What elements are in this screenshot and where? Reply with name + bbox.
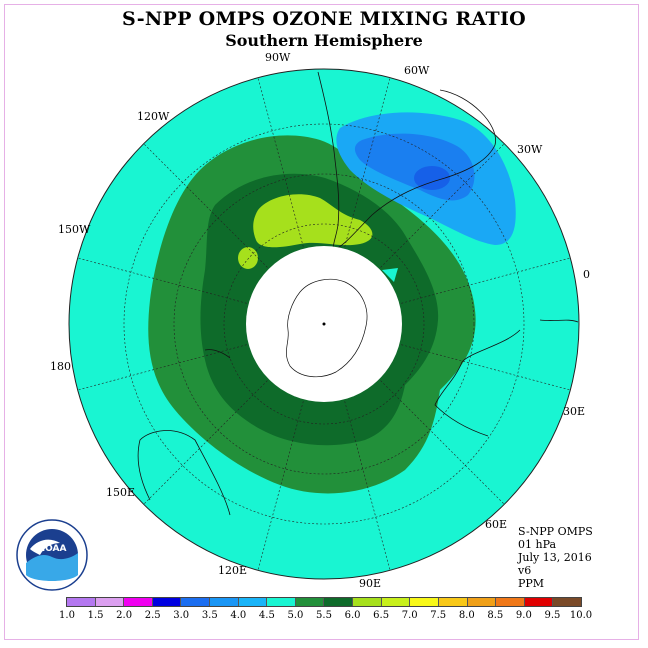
- legend-swatch: [410, 598, 439, 606]
- legend-swatch: [152, 598, 182, 606]
- legend-tick-label: 10.0: [569, 610, 593, 621]
- info-line-version: v6: [518, 564, 532, 577]
- meridian-line: [323, 323, 391, 571]
- meridians: [77, 77, 571, 571]
- meridian-line: [323, 77, 391, 325]
- noaa-logo: NOAA: [16, 519, 88, 591]
- legend-swatch: [324, 598, 354, 606]
- legend-swatch: [210, 598, 239, 606]
- lon-label-30e: 30E: [563, 405, 586, 418]
- coastlines: [137, 71, 579, 516]
- info-box: S-NPP OMPS 01 hPa July 13, 2016 v6 PPM: [518, 525, 593, 590]
- meridian-line: [323, 257, 571, 325]
- figure-frame: [4, 4, 639, 640]
- legend-tick-label: 7.0: [401, 610, 418, 621]
- ozone-band-6-0: [253, 194, 373, 248]
- info-line-instrument: S-NPP OMPS: [518, 525, 593, 538]
- meridian-line: [257, 323, 325, 571]
- legend-swatch: [381, 598, 411, 606]
- legend-swatch: [524, 598, 554, 606]
- lon-label-180: 180: [50, 360, 71, 373]
- meridian-line: [143, 323, 325, 505]
- antarctica-outline: [286, 278, 368, 378]
- legend-tick-label: 1.5: [87, 610, 104, 621]
- legend-tick-label: 8.0: [458, 610, 475, 621]
- meridian-line: [323, 323, 505, 505]
- lon-label-120e: 120E: [218, 564, 248, 577]
- lon-label-120w: 120W: [137, 110, 170, 123]
- meridian-line: [323, 143, 505, 325]
- legend-tick-label: 5.0: [287, 610, 304, 621]
- legend-tick-label: 2.5: [144, 610, 161, 621]
- legend-swatch: [267, 598, 296, 606]
- map-boundary: [68, 68, 580, 580]
- legend-swatch: [496, 598, 525, 606]
- legend-tick-label: 4.0: [230, 610, 247, 621]
- info-line-units: PPM: [518, 577, 545, 590]
- legend-tick-label: 6.0: [344, 610, 361, 621]
- lon-label-150w: 150W: [58, 223, 91, 236]
- legend-swatch: [295, 598, 325, 606]
- meridian-line: [323, 323, 571, 391]
- meridian-line: [77, 323, 325, 391]
- legend-tick-label: 1.0: [59, 610, 75, 621]
- lon-label-0: 0: [583, 268, 590, 281]
- south-pole-marker: [322, 322, 326, 326]
- meridian-line: [257, 77, 325, 325]
- legend-swatch: [124, 598, 153, 606]
- legend-tick-label: 4.5: [258, 610, 275, 621]
- legend-swatch: [353, 598, 382, 606]
- legend-swatch: [438, 598, 468, 606]
- legend-swatch: [238, 598, 268, 606]
- color-legend-bar: [66, 597, 582, 607]
- info-line-level: 01 hPa: [518, 538, 557, 551]
- legend-tick-label: 3.0: [173, 610, 190, 621]
- lon-label-60w: 60W: [404, 64, 430, 77]
- page-subtitle: Southern Hemisphere: [225, 31, 423, 50]
- lon-label-30w: 30W: [517, 143, 543, 156]
- lon-label-90w: 90W: [265, 51, 291, 64]
- ozone-band-3-0: [414, 166, 450, 190]
- legend-tick-label: 9.0: [515, 610, 532, 621]
- ozone-band-6-0-small: [238, 247, 258, 269]
- lon-label-60e: 60E: [485, 518, 508, 531]
- ozone-band-4-5-patch: [382, 268, 398, 282]
- legend-swatch: [467, 598, 497, 606]
- meridian-line: [143, 143, 325, 325]
- legend-tick-label: 9.5: [544, 610, 561, 621]
- legend-swatch: [553, 598, 581, 606]
- legend-swatch: [181, 598, 211, 606]
- legend-tick-label: 8.5: [487, 610, 504, 621]
- logo-text: NOAA: [38, 544, 67, 554]
- australia-coast: [137, 430, 231, 516]
- legend-tick-label: 5.5: [316, 610, 332, 621]
- legend-tick-label: 6.5: [373, 610, 390, 621]
- legend-swatch: [95, 598, 125, 606]
- info-line-date: July 13, 2016: [518, 551, 592, 564]
- south-america-west-coast: [317, 71, 340, 251]
- legend-tick-label: 3.5: [201, 610, 218, 621]
- lon-label-90e: 90E: [359, 577, 382, 590]
- page-title: S-NPP OMPS OZONE MIXING RATIO: [121, 8, 527, 30]
- lon-label-150e: 150E: [106, 486, 136, 499]
- legend-swatch: [67, 598, 96, 606]
- africa-coast: [434, 319, 579, 437]
- south-america-east-coast: [333, 89, 496, 251]
- meridian-line: [77, 257, 325, 325]
- legend-tick-label: 7.5: [430, 610, 447, 621]
- legend-tick-label: 2.0: [116, 610, 133, 621]
